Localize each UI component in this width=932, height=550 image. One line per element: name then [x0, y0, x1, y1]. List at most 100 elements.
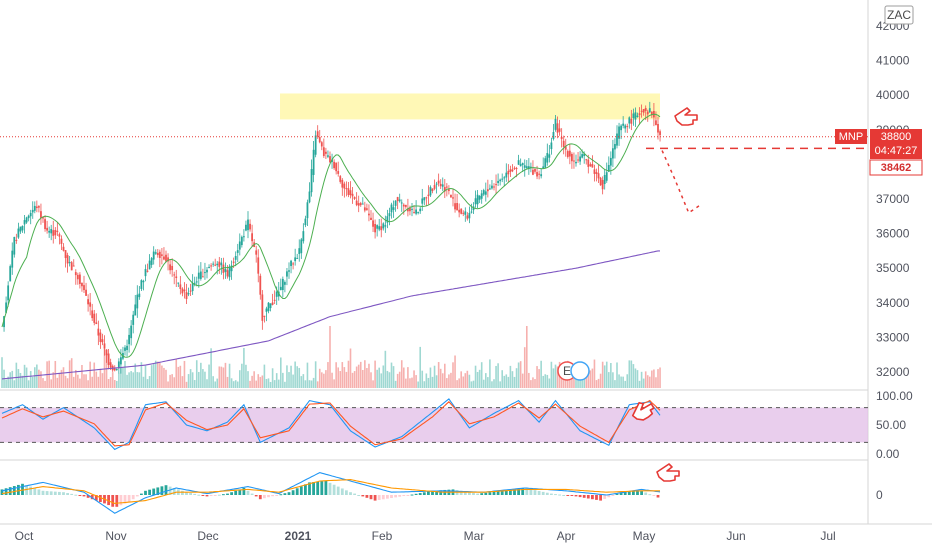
- volume-bar: [419, 346, 421, 388]
- y-tick-label: 40000: [876, 88, 910, 102]
- macd-hist-bar: [181, 490, 184, 495]
- volume-bar: [351, 372, 354, 388]
- macd-hist-bar: [484, 492, 488, 495]
- macd-hist-bar: [644, 492, 648, 495]
- volume-bar: [263, 364, 266, 388]
- candle-body: [9, 266, 12, 282]
- macd-hist-bar: [160, 486, 164, 495]
- volume-bar: [13, 380, 16, 388]
- volume-bar: [310, 380, 313, 388]
- macd-hist-bar: [509, 489, 512, 495]
- candle-body: [566, 151, 569, 157]
- candle-body: [138, 293, 141, 298]
- volume-bar: [655, 377, 657, 388]
- candle-body: [327, 155, 329, 157]
- candle-body: [394, 200, 397, 206]
- candle-body: [618, 126, 620, 139]
- volume-bar: [93, 362, 96, 388]
- candle-body: [48, 230, 51, 233]
- macd-hist-bar: [640, 490, 643, 495]
- candle-body: [292, 263, 294, 265]
- candle-body: [329, 156, 331, 163]
- candle-body: [85, 289, 87, 296]
- volume-bar: [181, 376, 184, 388]
- candle-body: [634, 112, 637, 120]
- candle-body: [552, 132, 555, 139]
- volume-bar: [241, 363, 243, 388]
- volume-bar: [109, 377, 112, 388]
- candle-body: [212, 263, 215, 265]
- candle-body: [64, 250, 67, 259]
- candle-body: [437, 180, 440, 184]
- volume-bar: [571, 374, 573, 388]
- candle-body: [478, 195, 481, 200]
- volume-bar: [31, 376, 34, 388]
- volume-bar: [382, 365, 385, 388]
- candle-body: [325, 151, 327, 154]
- volume-bar: [630, 360, 633, 388]
- macd-hist-bar: [414, 493, 418, 495]
- volume-bar: [476, 371, 479, 388]
- volume-bar: [331, 372, 333, 388]
- candle-body: [232, 261, 235, 263]
- candle-body: [425, 197, 428, 199]
- candle-body: [60, 238, 63, 244]
- volume-bar: [323, 373, 325, 388]
- volume-bar: [345, 371, 348, 388]
- candle-body: [605, 172, 608, 181]
- volume-bar: [636, 370, 639, 388]
- candle-body: [482, 190, 485, 195]
- macd-hist-bar: [238, 489, 242, 495]
- volume-bar: [249, 380, 251, 388]
- volume-bar: [280, 357, 282, 388]
- macd-hist-bar: [566, 495, 570, 496]
- candle-body: [206, 269, 208, 273]
- volume-bar: [452, 362, 454, 388]
- candle-body: [158, 251, 161, 258]
- macd-hist-bar: [287, 492, 291, 495]
- macd-hist-bar: [574, 495, 578, 497]
- candle-body: [15, 239, 18, 241]
- volume-bar: [536, 366, 538, 388]
- scale-label[interactable]: ZAC: [884, 5, 914, 25]
- candle-body: [616, 133, 618, 146]
- macd-panel[interactable]: [0, 463, 680, 514]
- volume-bar: [333, 379, 335, 388]
- volume-bar: [140, 362, 143, 388]
- volume-bar: [314, 361, 317, 388]
- volume-bar: [528, 372, 530, 388]
- volume-bar: [36, 364, 38, 388]
- volume-bar: [538, 369, 540, 388]
- candle-body: [25, 217, 28, 223]
- macd-hist-bar: [263, 495, 266, 499]
- macd-hist-bar: [127, 495, 131, 502]
- candle-body: [52, 230, 55, 236]
- volume-bar: [70, 358, 73, 388]
- volume-bar: [85, 374, 87, 388]
- stochastic-panel[interactable]: [0, 398, 868, 451]
- volume-bar: [7, 376, 9, 388]
- candle-body: [382, 223, 385, 229]
- candle-body: [433, 185, 436, 189]
- volume-bar: [659, 367, 661, 388]
- macd-hist-bar: [607, 495, 611, 498]
- candle-body: [173, 274, 176, 276]
- volume-bar: [427, 377, 430, 388]
- stochastic-k-line: [1, 398, 661, 451]
- volume-bar: [288, 372, 290, 388]
- volume-bar: [257, 374, 260, 388]
- macd-hist-bar: [111, 495, 115, 507]
- candle-body: [312, 149, 315, 175]
- volume-bar: [532, 377, 534, 388]
- dividend-d-icon[interactable]: [570, 361, 590, 381]
- candle-body: [589, 164, 592, 167]
- volume-bar: [325, 370, 327, 388]
- volume-bar: [253, 371, 255, 388]
- price-panel[interactable]: E: [0, 93, 868, 388]
- volume-bar: [544, 374, 547, 388]
- volume-bar: [243, 348, 245, 388]
- candle-body: [429, 187, 432, 196]
- volume-bar: [5, 379, 7, 388]
- volume-bar: [526, 326, 528, 388]
- volume-bar: [187, 374, 190, 388]
